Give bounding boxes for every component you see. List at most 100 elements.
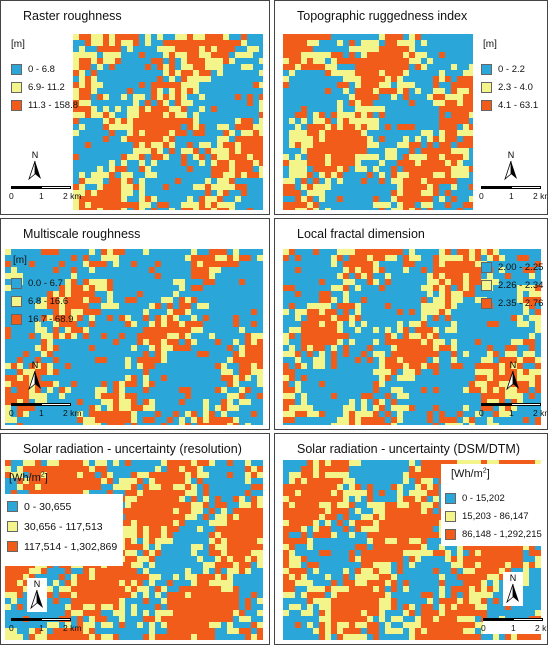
scale-bar: 0 1 2 km [479, 403, 547, 419]
panel-title: Topographic ruggedness index [297, 9, 468, 23]
scale-bar: 0 1 2 km [9, 403, 81, 419]
scale-label: 0 [479, 191, 484, 201]
scale-bar-segment [481, 186, 511, 189]
scale-bar-segment [511, 186, 541, 189]
legend-swatch-mid [11, 82, 22, 93]
scale-bar-segment [513, 618, 543, 621]
panel-title: Solar radiation - uncertainty (DSM/DTM) [297, 442, 520, 456]
scale-label: 1 [511, 623, 516, 633]
legend-entry-mid: 6.8 - 16.6 [11, 295, 68, 308]
svg-text:N: N [508, 150, 515, 160]
scale-label: 1 [39, 191, 44, 201]
north-arrow-icon: N [27, 578, 47, 612]
legend-unit: [m] [11, 39, 25, 50]
scale-label: 1 [39, 623, 44, 633]
legend-swatch-mid [7, 521, 18, 532]
scale-label: 2 km [533, 408, 547, 418]
svg-text:N: N [510, 360, 517, 370]
scale-bar: 0 1 2 km [9, 618, 81, 634]
legend-unit: [m] [483, 39, 497, 50]
scale-label: 1 [509, 408, 514, 418]
legend-entry-low: 0 - 30,655 [7, 500, 71, 513]
panel-topographic-ruggedness-index: Topographic ruggedness index [m] 0 - 2.2… [274, 0, 548, 215]
panel-raster-roughness: Raster roughness [m] 0 - 6.8 6.9- 11.2 1… [0, 0, 270, 215]
legend-entry-low: 2.00 - 2.25 [481, 261, 543, 274]
scale-bar-segment [11, 186, 41, 189]
scale-label: 1 [509, 191, 514, 201]
scale-bar-segment [41, 403, 71, 406]
legend-entry-high: 2.35 - 2.76 [481, 297, 543, 310]
scale-bar-segment [11, 618, 41, 621]
legend-entry-mid: 2.26 - 2.34 [481, 279, 543, 292]
legend-swatch-high [445, 529, 456, 540]
legend-entry-high: 4.1 - 63.1 [481, 99, 538, 112]
legend-entry-mid: 6.9- 11.2 [11, 81, 65, 94]
legend-swatch-low [11, 278, 22, 289]
legend-entry-high: 11.3 - 158.8 [11, 99, 78, 112]
scale-label: 0 [481, 623, 486, 633]
legend-box [441, 464, 545, 546]
north-arrow-icon: N [25, 359, 45, 393]
panel-title: Multiscale roughness [23, 227, 141, 241]
legend-swatch-low [7, 501, 18, 512]
legend-entry-low: 0 - 15,202 [445, 492, 505, 505]
scale-label: 0 [9, 408, 14, 418]
legend-swatch-low [445, 493, 456, 504]
legend-swatch-mid [481, 82, 492, 93]
panel-local-fractal-dimension: Local fractal dimension 2.00 - 2.25 2.26… [274, 218, 548, 430]
scale-label: 1 [39, 408, 44, 418]
legend-swatch-low [11, 64, 22, 75]
svg-text:N: N [32, 150, 39, 160]
legend-entry-low: 0 - 2.2 [481, 63, 525, 76]
panel-title: Solar radiation - uncertainty (resolutio… [23, 442, 242, 456]
scale-label: 2 km [533, 191, 547, 201]
legend-entry-high: 117,514 - 1,302,869 [7, 540, 117, 553]
north-arrow-icon: N [503, 572, 523, 606]
legend-unit: [Wh/m2] [451, 466, 490, 480]
legend-entry-high: 16.7 - 68.9 [11, 313, 73, 326]
legend-entry-low: 0.0 - 6.7 [11, 277, 63, 290]
map-image [283, 249, 541, 425]
scale-label: 2 km [63, 623, 82, 633]
legend-swatch-low [481, 262, 492, 273]
scale-label: 2 km [535, 623, 547, 633]
scale-bar-segment [41, 618, 71, 621]
svg-text:N: N [32, 360, 39, 370]
legend-swatch-high [7, 541, 18, 552]
legend-entry-mid: 15,203 - 86,147 [445, 510, 529, 523]
legend-entry-low: 0 - 6.8 [11, 63, 55, 76]
map-image [283, 34, 473, 210]
north-arrow-icon: N [501, 149, 521, 183]
legend-entry-high: 86,148 - 1,292,215 [445, 528, 542, 541]
scale-label: 2 km [63, 191, 82, 201]
legend-unit: [Wh/m2] [9, 470, 48, 484]
legend-swatch-mid [445, 511, 456, 522]
scale-bar: 0 1 2 km [9, 186, 81, 202]
legend-swatch-low [481, 64, 492, 75]
panel-multiscale-roughness: Multiscale roughness [m] 0.0 - 6.7 6.8 -… [0, 218, 270, 430]
legend-swatch-mid [481, 280, 492, 291]
legend-swatch-high [481, 298, 492, 309]
scale-bar-segment [483, 618, 513, 621]
legend-swatch-high [481, 100, 492, 111]
scale-bar: 0 1 2 km [481, 618, 547, 634]
north-arrow-icon: N [25, 149, 45, 183]
panel-solar-uncertainty-resolution: Solar radiation - uncertainty (resolutio… [0, 433, 270, 645]
legend-swatch-high [11, 314, 22, 325]
scale-bar-segment [481, 403, 511, 406]
scale-bar-segment [11, 403, 41, 406]
scale-bar-segment [41, 186, 71, 189]
legend-entry-mid: 30,656 - 117,513 [7, 520, 103, 533]
panel-title: Local fractal dimension [297, 227, 425, 241]
legend-entry-mid: 2.3 - 4.0 [481, 81, 533, 94]
scale-bar: 0 1 2 km [479, 186, 547, 202]
panel-solar-uncertainty-dsm-dtm: Solar radiation - uncertainty (DSM/DTM) … [274, 433, 548, 645]
scale-bar-segment [511, 403, 541, 406]
scale-label: 0 [9, 623, 14, 633]
map-image [73, 34, 263, 210]
north-arrow-icon: N [503, 359, 523, 393]
legend-swatch-mid [11, 296, 22, 307]
scale-label: 0 [479, 408, 484, 418]
legend-swatch-high [11, 100, 22, 111]
legend-box [1, 494, 123, 566]
